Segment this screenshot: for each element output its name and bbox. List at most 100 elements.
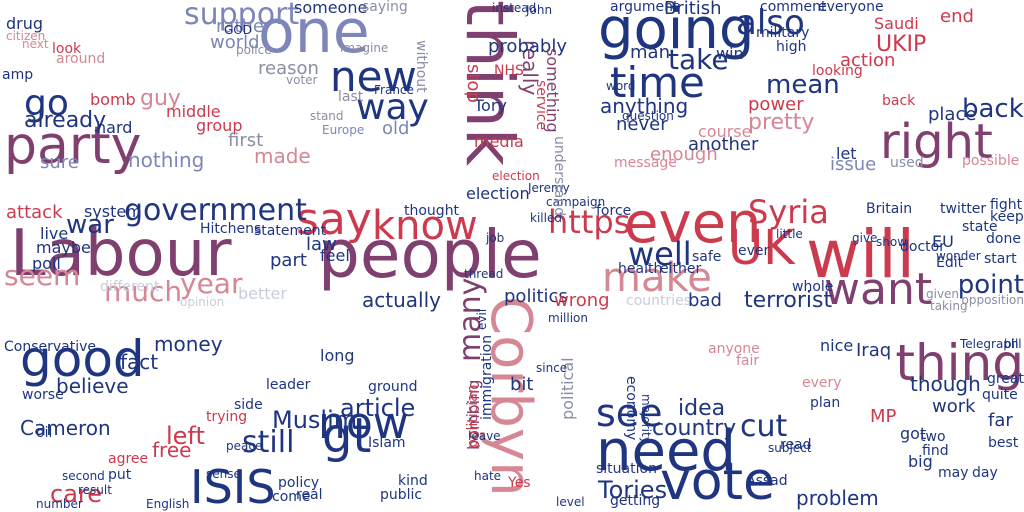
cloud-word: stand bbox=[310, 109, 344, 123]
cloud-word: second bbox=[62, 469, 105, 483]
cloud-word: MP bbox=[870, 406, 897, 427]
cloud-word: come bbox=[272, 489, 311, 505]
cloud-word: Yes bbox=[508, 475, 531, 491]
cloud-word: time bbox=[610, 58, 705, 107]
cloud-word: action bbox=[840, 50, 896, 71]
cloud-word: see bbox=[596, 391, 663, 435]
cloud-word: UK bbox=[728, 220, 795, 276]
cloud-word: France bbox=[374, 83, 414, 97]
cloud-word: question bbox=[622, 109, 674, 123]
cloud-word: given bbox=[926, 287, 960, 301]
cloud-word: let bbox=[836, 144, 857, 163]
cloud-word: bit bbox=[510, 374, 534, 395]
cloud-word: want bbox=[824, 264, 933, 315]
cloud-word: opposition bbox=[961, 293, 1024, 307]
cloud-word: Islam bbox=[368, 435, 406, 451]
cloud-word: mean bbox=[766, 70, 840, 100]
cloud-word: Edit bbox=[936, 255, 964, 271]
cloud-word: wrong bbox=[554, 290, 610, 311]
cloud-word: Britain bbox=[866, 201, 913, 217]
cloud-word: possible bbox=[962, 153, 1020, 169]
cloud-word: old bbox=[382, 118, 410, 139]
cloud-word: statement bbox=[254, 223, 327, 239]
cloud-word: gt bbox=[322, 408, 372, 464]
cloud-word: terrorist bbox=[744, 288, 833, 313]
cloud-word: year bbox=[180, 267, 243, 300]
cloud-word: party bbox=[4, 116, 142, 176]
cloud-word: work bbox=[932, 396, 976, 417]
cloud-word: fact bbox=[120, 350, 159, 374]
cloud-word: John bbox=[526, 3, 553, 17]
cloud-word: Europe bbox=[322, 123, 365, 137]
cloud-word: GOD bbox=[224, 23, 252, 37]
cloud-word: citizen bbox=[6, 29, 46, 43]
cloud-word: Muslim bbox=[272, 406, 358, 434]
cloud-word: English bbox=[146, 497, 190, 511]
cloud-word: ground bbox=[368, 379, 418, 395]
cloud-word: maybe bbox=[36, 238, 91, 257]
cloud-word: article bbox=[340, 394, 416, 422]
cloud-word: voter bbox=[286, 73, 318, 87]
cloud-word: trying bbox=[206, 409, 248, 425]
cloud-word: politics bbox=[504, 286, 568, 307]
cloud-word: state bbox=[962, 219, 998, 235]
cloud-word: will bbox=[806, 216, 915, 293]
cloud-word: Tories bbox=[598, 476, 668, 504]
cloud-word: economy bbox=[623, 376, 639, 441]
cloud-word: care bbox=[50, 480, 103, 508]
cloud-word: high bbox=[776, 39, 807, 55]
cloud-word: go bbox=[24, 83, 69, 124]
cloud-word: cut bbox=[740, 409, 788, 444]
cloud-word: much bbox=[104, 275, 183, 308]
cloud-word: Jeremy bbox=[528, 181, 570, 195]
cloud-word: though bbox=[910, 372, 981, 396]
cloud-word: system bbox=[84, 202, 142, 221]
cloud-word: taking bbox=[930, 299, 968, 313]
cloud-word: side bbox=[234, 397, 263, 413]
cloud-word: first bbox=[228, 130, 264, 151]
cloud-word: election bbox=[492, 169, 540, 183]
cloud-word: Conservative bbox=[4, 339, 97, 355]
cloud-word: little bbox=[776, 227, 803, 241]
cloud-word: safe bbox=[692, 249, 722, 265]
cloud-word: new bbox=[330, 52, 417, 101]
cloud-word: also bbox=[736, 3, 805, 43]
cloud-word: may bbox=[938, 465, 969, 481]
cloud-word: everyone bbox=[818, 0, 884, 15]
cloud-word: left bbox=[166, 422, 205, 450]
cloud-word: different bbox=[100, 279, 160, 295]
cloud-word: sure bbox=[40, 152, 79, 173]
cloud-word: right bbox=[880, 114, 993, 170]
cloud-word: one bbox=[258, 0, 370, 67]
cloud-word: good bbox=[20, 330, 145, 388]
cloud-word: guy bbox=[140, 86, 181, 111]
cloud-word: free bbox=[152, 438, 192, 462]
cloud-word: put bbox=[108, 467, 132, 483]
cloud-word: big bbox=[908, 452, 933, 471]
cloud-word: policy bbox=[278, 475, 320, 491]
cloud-word: now bbox=[318, 398, 409, 449]
cloud-word: oil bbox=[36, 425, 53, 441]
cloud-word: place bbox=[928, 104, 977, 125]
cloud-word: leave bbox=[468, 429, 501, 443]
cloud-word: result bbox=[78, 483, 112, 497]
cloud-word: fight bbox=[990, 197, 1023, 213]
cloud-word: anyone bbox=[708, 341, 760, 357]
cloud-word: reason bbox=[258, 58, 319, 79]
cloud-word: immigration bbox=[479, 334, 495, 420]
cloud-word: long bbox=[320, 346, 355, 365]
cloud-word: worse bbox=[22, 387, 64, 403]
cloud-word: keep bbox=[990, 209, 1024, 225]
cloud-word: start bbox=[984, 251, 1017, 267]
cloud-word: even bbox=[624, 191, 762, 256]
cloud-word: feel bbox=[320, 246, 350, 265]
cloud-word: argument bbox=[610, 0, 679, 15]
cloud-word: agree bbox=[108, 451, 149, 467]
cloud-word: money bbox=[154, 332, 223, 356]
cloud-word: level bbox=[556, 495, 585, 509]
cloud-word: middle bbox=[166, 102, 221, 121]
cloud-word: fair bbox=[736, 353, 760, 369]
cloud-word: leader bbox=[266, 377, 311, 393]
cloud-word: whole bbox=[792, 279, 834, 295]
